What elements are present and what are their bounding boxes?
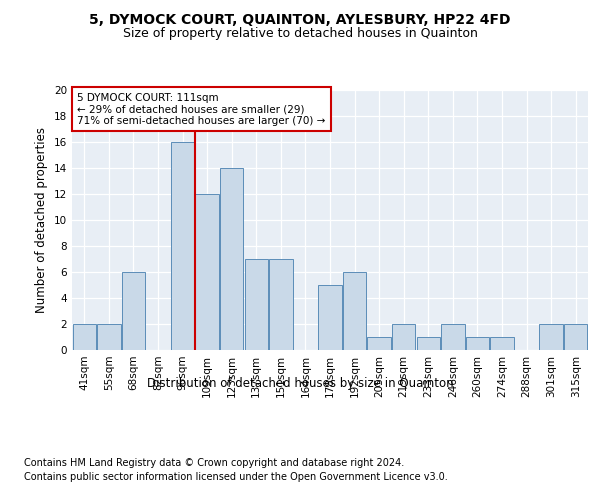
Text: Contains HM Land Registry data © Crown copyright and database right 2024.: Contains HM Land Registry data © Crown c… [24,458,404,468]
Bar [416,337,440,350]
Bar [269,259,293,350]
Bar [392,324,415,350]
Text: 5, DYMOCK COURT, QUAINTON, AYLESBURY, HP22 4FD: 5, DYMOCK COURT, QUAINTON, AYLESBURY, HP… [89,12,511,26]
Bar [539,324,563,350]
Bar [171,142,194,350]
Bar [220,168,244,350]
Text: Distribution of detached houses by size in Quainton: Distribution of detached houses by size … [146,378,454,390]
Bar [122,272,145,350]
Bar [490,337,514,350]
Text: Size of property relative to detached houses in Quainton: Size of property relative to detached ho… [122,28,478,40]
Text: 5 DYMOCK COURT: 111sqm
← 29% of detached houses are smaller (29)
71% of semi-det: 5 DYMOCK COURT: 111sqm ← 29% of detached… [77,92,326,126]
Bar [73,324,96,350]
Bar [97,324,121,350]
Bar [367,337,391,350]
Bar [196,194,219,350]
Bar [343,272,366,350]
Text: Contains public sector information licensed under the Open Government Licence v3: Contains public sector information licen… [24,472,448,482]
Bar [564,324,587,350]
Y-axis label: Number of detached properties: Number of detached properties [35,127,49,313]
Bar [245,259,268,350]
Bar [441,324,464,350]
Bar [466,337,489,350]
Bar [319,285,341,350]
